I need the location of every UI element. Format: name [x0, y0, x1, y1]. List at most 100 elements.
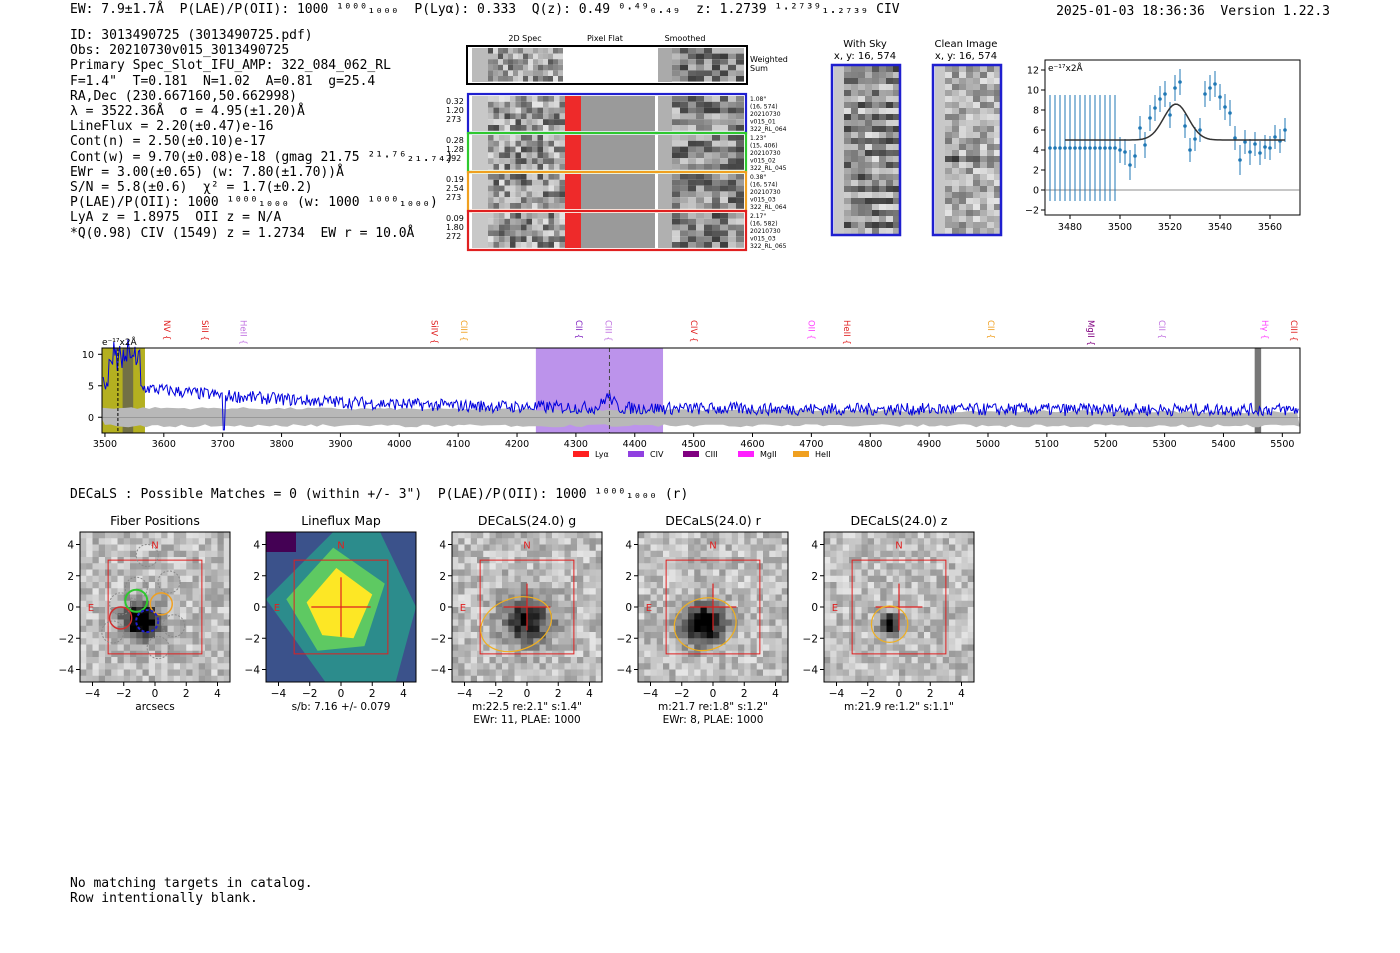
stamp-pixel	[167, 563, 175, 570]
smooth-pixel	[704, 164, 712, 170]
stamp-pixel	[775, 607, 783, 614]
stamp-pixel	[936, 607, 944, 614]
stamp-pixel	[186, 625, 193, 633]
stamp-pixel	[917, 594, 925, 602]
cutout-pixel	[872, 228, 879, 234]
noise-pixel	[488, 230, 494, 237]
stamp-pixel	[539, 575, 547, 583]
stamp-pixel	[186, 657, 193, 664]
noise-pixel	[499, 218, 505, 225]
stamp-pixel	[713, 619, 720, 627]
stamp-pixel	[514, 638, 522, 645]
stamp-pixel	[452, 644, 459, 652]
stamp-pixel	[763, 675, 770, 683]
stamp-pixel	[527, 582, 534, 589]
stamp-pixel	[483, 550, 490, 558]
smooth-pixel	[696, 158, 704, 164]
noise-pixel	[498, 70, 503, 76]
stamp-pixel	[955, 625, 962, 633]
stamp-pixel	[650, 544, 658, 552]
stamp-pixel	[539, 563, 547, 570]
noise-pixel	[499, 191, 505, 198]
stamp-pixel	[583, 582, 590, 589]
stamp-pixel	[223, 544, 231, 552]
stamp-pixel	[880, 569, 887, 577]
row-right-value: (16, 574)	[750, 182, 778, 189]
stamp-pixel	[98, 544, 106, 552]
noise-pixel	[543, 197, 549, 203]
stamp-pixel	[142, 632, 150, 639]
stamp-pixel	[223, 650, 231, 658]
cutout-pixel	[865, 228, 872, 234]
cutout-pixel	[987, 168, 994, 174]
cutout-pixel	[973, 192, 980, 198]
stamp-pixel	[155, 569, 162, 577]
noise-pixel	[543, 135, 549, 141]
stamp-pixel	[533, 675, 540, 683]
stamp-pixel	[198, 675, 206, 683]
smooth-pixel	[736, 70, 744, 76]
stamp-pixel	[911, 607, 919, 614]
stamp-pixel	[638, 544, 645, 552]
stamp-pixel	[470, 663, 478, 670]
stamp-pixel	[527, 563, 534, 570]
smooth-pixel	[696, 64, 704, 71]
stamp-pixel	[470, 669, 478, 677]
stamp-pixel	[961, 632, 969, 639]
stamp-pixel	[675, 575, 683, 583]
stamp-pixel	[577, 569, 584, 577]
stamp-pixel	[564, 632, 572, 639]
stamp-pixel	[92, 607, 100, 614]
cutout-pixel	[893, 186, 900, 192]
stamp-pixel	[880, 600, 887, 608]
stamp-pixel	[111, 594, 118, 602]
stamp-pixel	[700, 669, 708, 677]
stamp-pixel	[583, 644, 590, 652]
stamp-pixel	[656, 657, 664, 664]
stamp-pixel	[111, 538, 118, 545]
smooth-pixel	[712, 197, 720, 203]
cutout-pixel	[966, 186, 973, 192]
stamp-pixel	[186, 638, 193, 645]
stamp-pixel	[223, 675, 231, 683]
stamp-pixel	[830, 657, 837, 664]
stamp-pixel	[173, 638, 181, 645]
stamp-pixel	[731, 644, 739, 652]
stamp-pixel	[650, 588, 658, 595]
noise-pixel	[554, 125, 560, 131]
stamp-pixel	[861, 632, 869, 639]
compass-east: E	[460, 603, 466, 614]
stamp-pixel	[744, 532, 751, 539]
stamp-pixel	[874, 600, 881, 608]
noise-pixel	[553, 76, 558, 82]
stamp-pixel	[92, 650, 100, 658]
stamp-pixel	[205, 669, 212, 677]
stamp-pixel	[470, 657, 478, 664]
smooth-pixel	[736, 203, 744, 209]
stamp-pixel	[936, 538, 944, 545]
noise-pixel	[488, 236, 494, 242]
cutout-pixel	[980, 222, 987, 228]
footer-line-1: No matching targets in catalog.	[70, 876, 313, 891]
stamp-pixel	[880, 563, 887, 570]
stamp-pixel	[167, 632, 175, 639]
noise-pixel	[528, 48, 533, 54]
smooth-pixel	[712, 203, 720, 209]
stamp-pixel	[111, 625, 118, 633]
cutout-pixel	[879, 150, 886, 156]
stamp-pixel	[688, 644, 695, 652]
stamp-pixel	[775, 582, 783, 589]
smooth-pixel	[704, 158, 712, 164]
stamp-pixel	[167, 669, 175, 677]
stamp-pixel	[142, 675, 150, 683]
stamp-pixel	[117, 675, 125, 683]
stamp-pixel	[644, 613, 651, 620]
cutout-pixel	[980, 84, 987, 90]
stamp-pixel	[750, 588, 758, 595]
stamp-pixel	[719, 594, 726, 602]
cutout-pixel	[959, 90, 966, 96]
stamp-pixel	[842, 638, 850, 645]
stamp-pixel	[706, 550, 714, 558]
stamp-pixel	[905, 638, 912, 645]
stamp-pixel	[836, 544, 844, 552]
